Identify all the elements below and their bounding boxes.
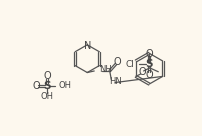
Text: O: O xyxy=(114,57,121,67)
Text: N: N xyxy=(84,41,91,51)
Text: O: O xyxy=(138,67,146,77)
Text: O: O xyxy=(145,70,153,80)
Text: O: O xyxy=(43,71,51,81)
Text: OH: OH xyxy=(40,92,54,101)
Text: Cl: Cl xyxy=(126,60,135,69)
Text: O: O xyxy=(32,81,40,91)
Text: S: S xyxy=(43,81,51,91)
Text: O: O xyxy=(145,49,153,59)
Text: S: S xyxy=(145,59,153,69)
Text: OH: OH xyxy=(59,81,72,90)
Text: HN: HN xyxy=(109,77,122,86)
Text: NH: NH xyxy=(99,65,112,74)
